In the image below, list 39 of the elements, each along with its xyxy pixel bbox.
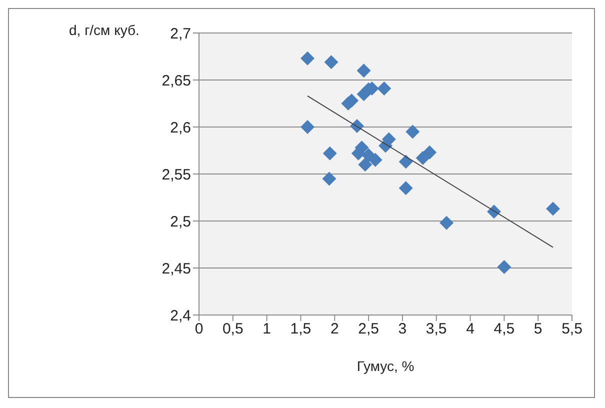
- y-tick-label: 2,7: [170, 25, 191, 42]
- x-tick-label: 0,5: [222, 320, 244, 338]
- point: [416, 151, 430, 166]
- x-tick-label: 5,5: [562, 320, 582, 338]
- x-tick-label: 3,5: [426, 320, 447, 338]
- y-tick-label: 2,4: [170, 307, 191, 324]
- point: [422, 145, 437, 160]
- y-tick-label: 2,65: [162, 72, 191, 90]
- point: [300, 120, 315, 134]
- y-tick-label: 2,45: [162, 260, 191, 278]
- point: [368, 152, 382, 167]
- point: [324, 55, 338, 70]
- x-tick-label: 5: [534, 320, 542, 338]
- point: [398, 181, 413, 196]
- y-tick-label: 2,6: [170, 119, 191, 136]
- point: [358, 158, 372, 172]
- point: [546, 202, 560, 216]
- x-tick-label: 1: [262, 320, 271, 338]
- point: [356, 87, 371, 102]
- x-tick-label: 0: [194, 320, 204, 338]
- point: [398, 154, 413, 169]
- x-axis-title: Гумус, %: [356, 358, 414, 374]
- point: [406, 124, 420, 139]
- y-axis-title: d, г/см куб.: [69, 22, 140, 38]
- point: [440, 216, 454, 230]
- x-tick-label: 1,5: [290, 320, 312, 338]
- point: [497, 260, 512, 274]
- point: [377, 81, 392, 96]
- x-tick-label: 4,5: [494, 320, 515, 338]
- point: [322, 172, 336, 186]
- x-tick-label: 4: [466, 320, 474, 338]
- point: [356, 64, 371, 78]
- x-tick-label: 2,5: [358, 320, 379, 338]
- point: [300, 51, 315, 66]
- x-tick-label: 3: [398, 320, 407, 338]
- y-tick-label: 2,55: [162, 166, 191, 184]
- point: [322, 146, 337, 160]
- y-tick-label: 2,5: [170, 213, 191, 230]
- x-tick-label: 2: [330, 320, 339, 338]
